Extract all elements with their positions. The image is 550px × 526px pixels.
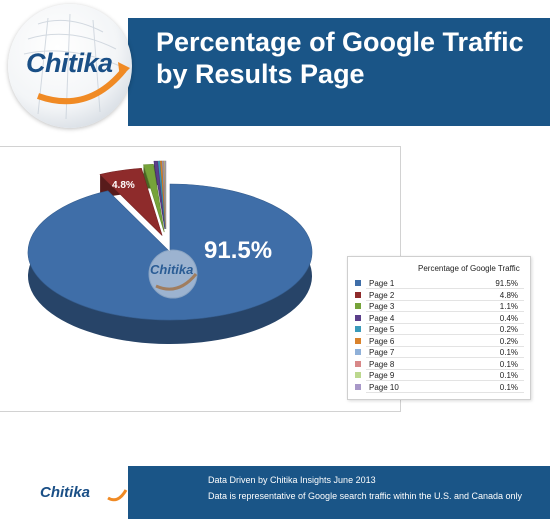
legend-swatch	[355, 360, 361, 367]
legend-row: Page 8 0.1%	[348, 359, 530, 370]
pie-slice-3	[143, 163, 165, 233]
legend-swatch	[355, 383, 361, 390]
legend-label: Page 5	[369, 325, 395, 334]
legend-label: Page 8	[369, 359, 395, 369]
header-band: Percentage of Google Traffic by Results …	[128, 18, 550, 126]
legend-value: 0.1%	[499, 382, 518, 392]
data-label-page-2: 4.8%	[112, 180, 135, 191]
logo-swoosh-icon	[23, 13, 130, 120]
pie-chart: 91.5% 4.8% Chitika	[27, 160, 313, 344]
legend-row: Page 9 0.1%	[348, 370, 530, 381]
legend-label: Page 2	[369, 290, 395, 300]
legend-value: 0.1%	[499, 359, 518, 369]
legend-label: Page 1	[369, 279, 395, 288]
legend-swatch	[355, 280, 361, 286]
pie-slice-2	[99, 167, 163, 236]
footer-disclaimer-text: Data is representative of Google search …	[208, 491, 523, 501]
legend-swatch	[355, 337, 361, 344]
legend-row: Page 6 0.2%	[348, 336, 530, 347]
pie-slice-top-2	[99, 167, 163, 236]
legend-title: Percentage of Google Traffic	[418, 264, 520, 273]
legend-value: 91.5%	[495, 279, 518, 288]
legend-value: 1.1%	[499, 302, 518, 311]
legend-row: Page 1 91.5%	[348, 278, 530, 289]
legend-value: 0.2%	[499, 325, 518, 334]
pie-slice-4	[153, 160, 166, 230]
title-line-1: Percentage of Google Traffic	[156, 27, 524, 57]
legend-value: 0.1%	[499, 348, 518, 357]
footer-source-text: Data Driven by Chitika Insights June 201…	[208, 475, 376, 485]
legend-label: Page 9	[369, 371, 395, 380]
legend-label: Page 10	[369, 382, 399, 392]
pie-slice-5	[157, 160, 166, 230]
watermark: Chitika	[148, 249, 198, 299]
legend-swatch	[355, 372, 361, 378]
legend-swatch	[355, 326, 361, 332]
legend-value: 0.2%	[499, 336, 518, 346]
legend-swatch	[355, 314, 361, 321]
legend-value: 4.8%	[499, 290, 518, 300]
logo-text: Chitika	[26, 48, 113, 78]
chitika-logo: Chitika	[8, 4, 132, 128]
legend-label: Page 6	[369, 336, 395, 346]
pie-slice-top-5	[157, 160, 166, 230]
legend-swatch	[355, 291, 361, 298]
legend-label: Page 7	[369, 348, 395, 357]
watermark-text: Chitika	[150, 262, 193, 277]
legend-row: Page 5 0.2%	[348, 324, 530, 335]
legend-row: Page 10 0.1%	[348, 382, 530, 393]
footer-logo: Chitika	[40, 484, 91, 501]
legend-swatch	[355, 349, 361, 355]
legend-value: 0.1%	[499, 371, 518, 380]
data-label-page-1: 91.5%	[204, 237, 272, 264]
pie-slice-top-3	[143, 163, 165, 233]
legend-label: Page 4	[369, 313, 395, 323]
footer-swoosh-icon	[107, 489, 128, 502]
pie-slice-top-4	[153, 160, 166, 230]
footer-band: Data Driven by Chitika Insights June 201…	[128, 466, 550, 519]
legend-label: Page 3	[369, 302, 395, 311]
legend-value: 0.4%	[499, 313, 518, 323]
legend-row: Page 7 0.1%	[348, 347, 530, 358]
page-title: Percentage of Google Traffic by Results …	[156, 26, 524, 90]
legend-row: Page 2 4.8%	[348, 290, 530, 301]
legend-table: Percentage of Google Traffic Page 1 91.5%…	[347, 256, 531, 400]
legend-swatch	[355, 303, 361, 309]
legend-row: Page 4 0.4%	[348, 313, 530, 324]
title-line-2: by Results Page	[156, 59, 365, 89]
legend-row: Page 3 1.1%	[348, 301, 530, 312]
